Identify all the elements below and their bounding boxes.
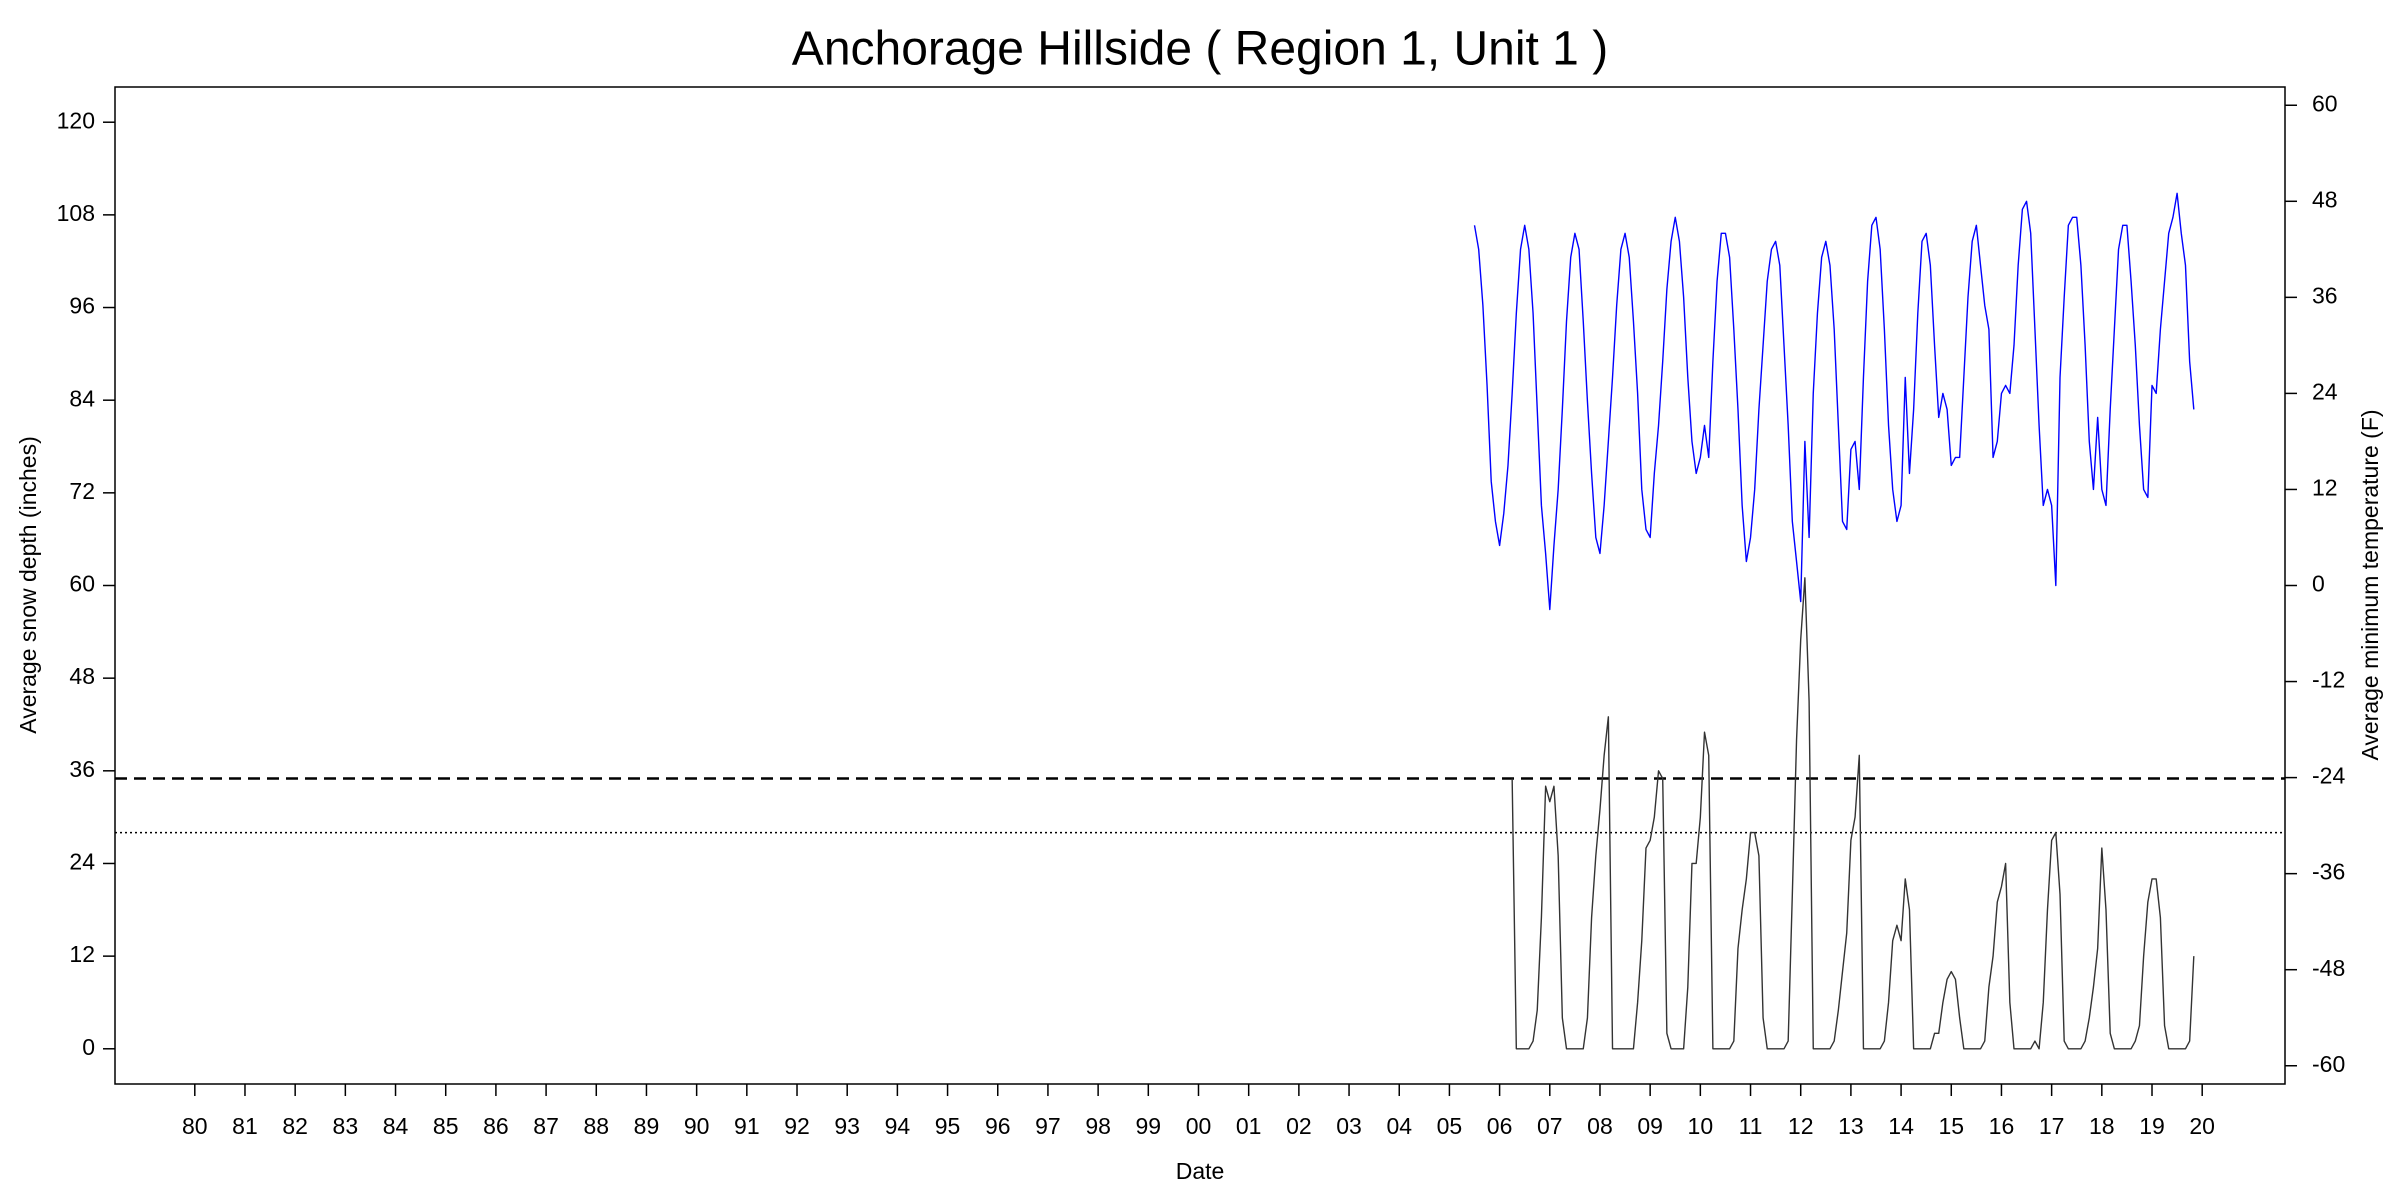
x-tick-label: 96 <box>985 1113 1011 1139</box>
x-tick-label: 83 <box>333 1113 359 1139</box>
x-tick-label: 17 <box>2039 1113 2065 1139</box>
y2-tick-label: -12 <box>2312 667 2345 693</box>
y2-tick-label: -24 <box>2312 763 2345 789</box>
y-tick-label: 96 <box>69 293 95 319</box>
y-tick-label: 120 <box>57 107 95 133</box>
x-tick-label: 19 <box>2139 1113 2165 1139</box>
data-line <box>1511 577 2195 1050</box>
y-tick-label: 24 <box>69 849 95 875</box>
x-tick-label: 09 <box>1637 1113 1663 1139</box>
x-tick-label: 10 <box>1688 1113 1714 1139</box>
x-tick-label: 97 <box>1035 1113 1061 1139</box>
x-tick-label: 95 <box>935 1113 961 1139</box>
x-tick-label: 82 <box>282 1113 308 1139</box>
y-tick-label: 60 <box>69 571 95 597</box>
x-tick-label: 00 <box>1186 1113 1212 1139</box>
x-tick-label: 12 <box>1788 1113 1814 1139</box>
x-tick-label: 18 <box>2089 1113 2115 1139</box>
x-tick-label: 03 <box>1336 1113 1362 1139</box>
x-tick-label: 15 <box>1938 1113 1964 1139</box>
x-axis-label: Date <box>1176 1158 1225 1184</box>
x-tick-label: 86 <box>483 1113 509 1139</box>
y2-tick-label: 24 <box>2312 378 2338 404</box>
y2-tick-label: 12 <box>2312 475 2338 501</box>
x-tick-label: 04 <box>1386 1113 1412 1139</box>
x-tick-label: 85 <box>433 1113 459 1139</box>
y-tick-label: 84 <box>69 385 95 411</box>
x-tick-label: 07 <box>1537 1113 1563 1139</box>
x-tick-label: 08 <box>1587 1113 1613 1139</box>
x-tick-label: 81 <box>232 1113 258 1139</box>
y2-tick-label: -48 <box>2312 955 2345 981</box>
x-tick-label: 14 <box>1888 1113 1914 1139</box>
y-tick-label: 48 <box>69 663 95 689</box>
y-tick-label: 108 <box>57 200 95 226</box>
x-tick-label: 91 <box>734 1113 760 1139</box>
y2-tick-label: 60 <box>2312 90 2338 116</box>
chart-title: Anchorage Hillside ( Region 1, Unit 1 ) <box>792 23 1608 76</box>
x-tick-label: 11 <box>1739 1113 1763 1139</box>
y2-axis-label: Average minimum temperature (F) <box>2357 409 2383 760</box>
x-tick-label: 01 <box>1236 1113 1262 1139</box>
x-tick-label: 94 <box>885 1113 911 1139</box>
y2-tick-label: 0 <box>2312 571 2325 597</box>
y2-tick-label: -36 <box>2312 859 2345 885</box>
x-tick-label: 80 <box>182 1113 208 1139</box>
y-tick-label: 72 <box>69 478 95 504</box>
x-tick-label: 93 <box>834 1113 860 1139</box>
x-tick-label: 13 <box>1838 1113 1864 1139</box>
y-tick-label: 0 <box>82 1034 95 1060</box>
x-tick-label: 84 <box>383 1113 409 1139</box>
x-tick-label: 98 <box>1085 1113 1111 1139</box>
x-tick-label: 99 <box>1136 1113 1162 1139</box>
y-tick-label: 12 <box>69 941 95 967</box>
x-tick-label: 92 <box>784 1113 810 1139</box>
y2-tick-label: -60 <box>2312 1051 2345 1077</box>
x-tick-label: 20 <box>2189 1113 2215 1139</box>
x-tick-label: 87 <box>533 1113 559 1139</box>
x-tick-label: 06 <box>1487 1113 1513 1139</box>
x-tick-label: 88 <box>583 1113 609 1139</box>
y2-tick-label: 36 <box>2312 282 2338 308</box>
x-tick-label: 05 <box>1437 1113 1463 1139</box>
x-tick-label: 89 <box>634 1113 660 1139</box>
y-axis-label: Average snow depth (inches) <box>15 436 41 733</box>
data-line <box>1473 192 2195 611</box>
x-tick-label: 90 <box>684 1113 710 1139</box>
y-tick-label: 36 <box>69 756 95 782</box>
x-tick-label: 02 <box>1286 1113 1312 1139</box>
y2-tick-label: 48 <box>2312 186 2338 212</box>
x-tick-label: 16 <box>1989 1113 2015 1139</box>
